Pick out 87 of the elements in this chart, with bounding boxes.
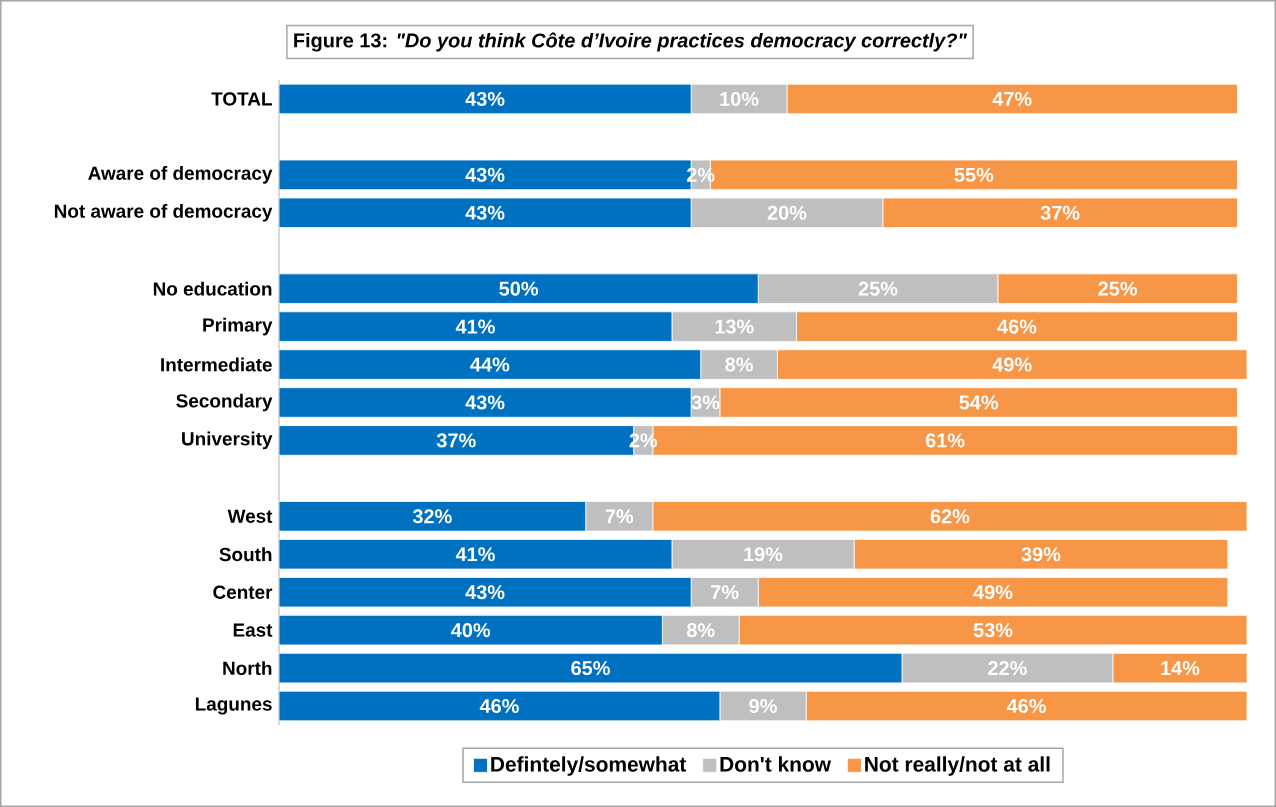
data-label: 43%	[465, 395, 505, 410]
data-label: 43%	[465, 585, 505, 600]
data-label: 61%	[925, 433, 965, 448]
bar	[279, 501, 587, 532]
y-tick-label: Aware of democracy	[88, 166, 273, 184]
y-tick-label: South	[219, 547, 272, 562]
legend-label: Defintely/somewhat	[491, 756, 687, 776]
data-label: 10%	[720, 91, 759, 106]
data-label: 13%	[715, 319, 754, 334]
data-label: 46%	[1006, 698, 1046, 714]
y-tick-label: Center	[213, 585, 273, 599]
bar	[853, 539, 1229, 570]
bar	[776, 349, 1248, 380]
bar	[786, 83, 1238, 115]
bar	[279, 577, 692, 608]
data-label: 41%	[455, 547, 495, 562]
data-label: 19%	[744, 547, 783, 562]
data-label: 46%	[479, 698, 519, 714]
bar	[279, 197, 692, 228]
data-label: 41%	[455, 319, 495, 334]
data-label: 20%	[767, 205, 807, 220]
data-label: 54%	[959, 395, 999, 410]
data-label: 25%	[1098, 281, 1138, 296]
data-label: 14%	[1161, 661, 1200, 676]
data-label: 55%	[954, 167, 994, 182]
data-label: 39%	[1021, 547, 1061, 562]
y-tick-label: Not aware of democracy	[54, 203, 273, 222]
y-tick-label: TOTAL	[211, 92, 272, 106]
legend-label: Don't know	[720, 756, 832, 772]
data-label: 44%	[470, 357, 510, 372]
data-label: 32%	[412, 509, 452, 524]
bar	[652, 501, 1248, 532]
bar	[279, 311, 673, 342]
bar	[796, 311, 1238, 342]
bar	[279, 614, 663, 646]
bar	[279, 83, 692, 115]
bar	[700, 349, 778, 380]
bar	[690, 577, 759, 608]
y-tick-label: North	[223, 661, 272, 676]
bar	[997, 273, 1238, 304]
bar	[690, 197, 884, 228]
y-tick-label: Lagunes	[195, 697, 272, 715]
bar	[882, 197, 1238, 228]
y-tick-label: East	[233, 623, 273, 637]
y-tick-label: West	[227, 509, 273, 523]
data-label: 46%	[997, 319, 1037, 334]
bar	[279, 652, 903, 684]
data-label: 37%	[1040, 205, 1080, 220]
data-label: 50%	[499, 281, 539, 296]
y-tick-label: Primary	[203, 317, 273, 336]
data-label: 43%	[465, 91, 505, 107]
bar	[757, 577, 1229, 608]
data-label: 22%	[988, 661, 1027, 676]
legend-label: Not really/not at all	[865, 756, 1050, 776]
bar	[719, 387, 1238, 418]
bar	[805, 690, 1248, 722]
y-tick-label: No education	[153, 281, 272, 296]
data-label: 25%	[858, 281, 898, 296]
bar	[671, 539, 855, 570]
y-tick-label: University	[182, 431, 273, 450]
data-label: 8%	[725, 357, 753, 372]
data-label: 37%	[436, 433, 476, 448]
bar	[661, 614, 740, 646]
data-label: 3%	[691, 395, 720, 410]
data-label: 8%	[686, 623, 715, 638]
bar	[671, 311, 797, 342]
y-tick-label: Intermediate	[161, 357, 272, 372]
data-label: 7%	[711, 585, 739, 600]
data-label: 9%	[749, 698, 777, 714]
data-label: 49%	[992, 357, 1032, 372]
data-label: 62%	[930, 509, 970, 524]
data-label: 7%	[605, 509, 634, 524]
data-label: 47%	[992, 91, 1032, 106]
bar	[279, 690, 721, 722]
bar	[279, 273, 759, 304]
data-label: 49%	[973, 585, 1013, 600]
data-label: 43%	[465, 205, 505, 220]
data-label: 40%	[451, 623, 491, 638]
bar	[279, 387, 692, 418]
bar	[738, 614, 1248, 646]
data-label: 43%	[465, 167, 505, 182]
chart-title: Figure 13: "Do you think Côte d’Ivoire practices democracy correctly?"	[294, 32, 968, 52]
y-tick-label: Secondary	[176, 393, 273, 412]
data-label: 53%	[973, 623, 1013, 638]
bar	[279, 539, 673, 570]
bar	[279, 349, 702, 380]
data-label: 65%	[571, 661, 610, 676]
